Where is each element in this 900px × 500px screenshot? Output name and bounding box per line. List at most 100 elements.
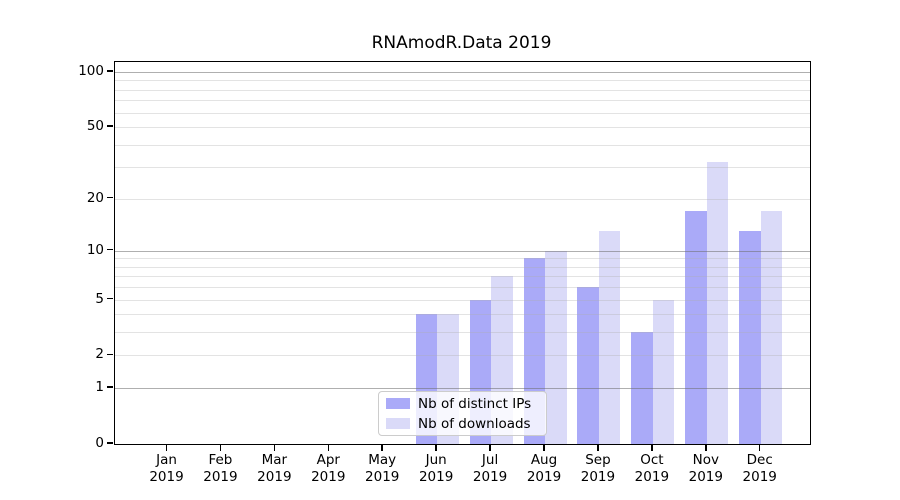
x-tick-year: 2019 [418,469,454,485]
bar-nb-of-downloads-oct [652,299,675,444]
legend-label-distinct-ips: Nb of distinct IPs [418,395,532,412]
y-tick-label: 50 [86,118,104,135]
x-tick-mark [705,444,707,451]
x-tick-month: Oct [640,452,664,468]
x-tick-label-nov: Nov 2019 [674,452,738,486]
x-tick-mark [543,444,545,451]
x-tick-label-aug: Aug 2019 [512,452,576,486]
y-tick-mark [107,248,113,251]
x-tick-mark [489,444,491,451]
x-tick-mark [435,444,437,451]
minor-gridline [115,287,810,289]
y-tick-mark [107,386,113,388]
y-tick-mark [107,125,113,127]
x-tick-year: 2019 [311,469,346,485]
y-tick-label: 1 [95,379,104,396]
bar-nb-of-downloads-dec [760,211,783,444]
bar-nb-of-distinct-ips-sep [577,287,599,444]
minor-gridline [115,100,810,102]
legend-item-downloads: Nb of downloads [386,415,546,432]
y-tick-mark [107,353,113,356]
y-tick-label: 100 [78,63,104,79]
y-tick-label: 10 [86,241,104,258]
x-tick-label-apr: Apr 2019 [296,452,360,486]
bar-nb-of-downloads-aug [545,250,567,444]
x-tick-label-jan: Jan 2019 [135,452,199,486]
x-tick-year: 2019 [472,469,508,485]
minor-gridline [115,299,810,301]
minor-gridline [115,314,810,316]
minor-gridline [115,80,810,82]
y-tick-label: 0 [95,435,104,451]
x-tick-month: Nov [692,452,719,468]
x-tick-year: 2019 [526,469,562,485]
x-tick-month: Dec [746,452,773,468]
minor-gridline [115,167,810,169]
minor-gridline [115,332,810,334]
x-tick-month: Jan [156,452,177,468]
x-tick-mark [597,444,599,451]
x-tick-month: Aug [530,452,558,468]
y-tick-mark [107,196,113,199]
x-tick-label-mar: Mar 2019 [242,452,306,486]
minor-gridline [115,355,810,357]
legend: Nb of distinct IPs Nb of downloads [378,391,547,436]
y-tick-mark [107,70,113,72]
x-tick-year: 2019 [688,469,723,485]
x-tick-month: Jun [425,452,447,468]
x-tick-month: Feb [208,452,233,468]
major-gridline [115,388,810,390]
minor-gridline [115,144,810,146]
bar-nb-of-downloads-nov [706,162,729,444]
x-tick-year: 2019 [365,469,400,485]
y-tick-mark [107,442,113,444]
x-tick-year: 2019 [580,469,616,485]
x-tick-month: Jul [481,452,499,468]
chart-title: RNAmodR.Data 2019 [371,33,552,53]
minor-gridline [115,89,810,91]
x-tick-month: Mar [261,452,288,468]
y-tick-mark [107,297,113,300]
minor-gridline [115,198,810,200]
legend-label-downloads: Nb of downloads [418,415,531,432]
x-tick-year: 2019 [257,469,292,485]
major-gridline [115,72,810,73]
x-tick-label-sep: Sep 2019 [566,452,630,486]
bar-nb-of-distinct-ips-nov [685,211,707,444]
x-tick-mark [381,444,383,451]
y-tick-label: 5 [95,290,104,307]
x-tick-year: 2019 [634,469,670,485]
legend-item-distinct-ips: Nb of distinct IPs [386,395,546,412]
x-tick-label-may: May 2019 [350,452,414,486]
minor-gridline [115,276,810,278]
x-tick-mark [165,444,168,451]
x-tick-mark [327,444,330,451]
x-tick-label-dec: Dec 2019 [728,452,792,486]
y-tick-label: 20 [86,189,104,206]
x-tick-month: Apr [316,452,340,468]
minor-gridline [115,258,810,260]
major-gridline [115,250,810,252]
legend-swatch-downloads [386,418,410,429]
x-tick-label-oct: Oct 2019 [620,452,684,486]
x-tick-year: 2019 [149,469,184,485]
bar-nb-of-distinct-ips-dec [739,231,761,444]
minor-gridline [115,112,810,114]
x-tick-mark [651,444,653,451]
x-tick-mark [219,444,222,451]
bar-nb-of-downloads-sep [598,231,621,444]
x-tick-mark [273,444,276,451]
x-tick-year: 2019 [203,469,238,485]
minor-gridline [115,127,810,129]
minor-gridline [115,266,810,268]
legend-swatch-distinct-ips [386,398,410,409]
x-tick-month: Sep [585,452,611,468]
x-tick-label-feb: Feb 2019 [188,452,252,486]
x-tick-year: 2019 [742,469,777,485]
x-tick-mark [758,444,761,451]
x-tick-month: May [368,452,397,468]
y-tick-label: 2 [95,346,104,363]
plot-area [114,61,811,445]
x-tick-label-jun: Jun 2019 [404,452,468,486]
